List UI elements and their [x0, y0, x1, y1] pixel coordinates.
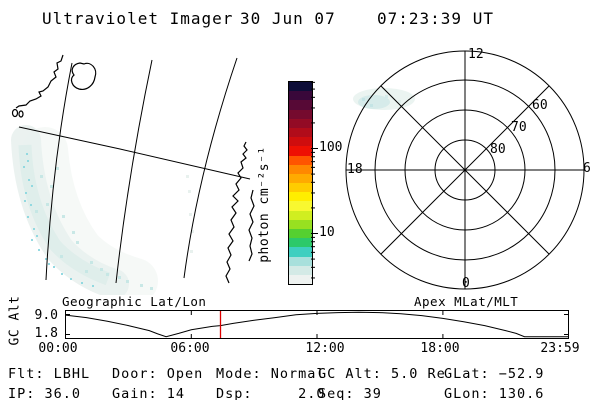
status-mode: Mode: Normal [216, 366, 326, 382]
status-flt: Flt: LBHL [8, 366, 91, 382]
xtick-0600: 06:00 [170, 341, 210, 356]
geo-map-caption: Geographic Lat/Lon [62, 294, 207, 309]
latlon-grid-lines [18, 57, 251, 284]
page-title: Ultraviolet Imager [42, 9, 234, 28]
xtick-0000: 00:00 [38, 341, 78, 356]
mlat-ring-label-80: 80 [490, 142, 506, 157]
status-gc-alt: GC Alt: 5.0 Re [318, 366, 446, 382]
status-gain: Gain: 14 [112, 386, 186, 400]
ytick-9: 9.0 [34, 308, 58, 323]
xtick-2359: 23:59 [540, 341, 580, 356]
status-seq: Seq: 39 [318, 386, 382, 400]
mlt-label-6: 6 [583, 161, 591, 176]
polar-uv-emission-patch [353, 88, 415, 110]
uv-emission-arc [11, 125, 194, 295]
date-label: 30 Jun 07 [240, 9, 336, 28]
apex-polar-panel: 12 18 6 0 80 70 60 [345, 47, 591, 291]
mlat-ring-label-70: 70 [511, 120, 527, 135]
mlat-ring-label-60: 60 [532, 98, 548, 113]
coastline-east-short [248, 189, 255, 262]
mlt-label-0: 0 [462, 276, 470, 291]
mlt-label-12: 12 [468, 47, 484, 62]
colorbar-tick-marks [311, 81, 318, 279]
colorbar-units-label: photon cm⁻²s⁻¹ [257, 146, 272, 263]
xtick-1200: 12:00 [305, 341, 345, 356]
coastlines [11, 54, 255, 284]
xtick-1800: 18:00 [420, 341, 460, 356]
apex-polar-caption: Apex MLat/MLT [414, 294, 519, 309]
plot-ticks [65, 310, 569, 339]
gc-alt-curve [65, 311, 569, 338]
coastline-tasmania [70, 62, 97, 90]
ytick-1-8: 1.8 [34, 326, 58, 341]
status-door: Door: Open [112, 366, 204, 382]
coastline-australia [15, 54, 64, 109]
status-ip: IP: 36.0 [8, 386, 82, 400]
time-label: 07:23:39 UT [377, 9, 494, 28]
colorbar-tick-label-100: 100 [319, 140, 343, 155]
polar-labels: 12 18 6 0 80 70 60 [347, 47, 591, 291]
geographic-map-panel [11, 54, 255, 295]
gc-alt-axis-label: GC Alt [7, 295, 23, 346]
coastline-east-long [225, 141, 248, 284]
gc-alt-plot [65, 310, 569, 339]
status-glat: GLat: −52.9 [444, 366, 545, 382]
colorbar [288, 81, 313, 285]
status-glon: GLon: 130.6 [444, 386, 545, 400]
status-dsp: Dsp: 2.0 [216, 386, 326, 400]
polar-grid [345, 50, 585, 290]
coastline-small-island-2 [18, 110, 24, 118]
colorbar-tick-label-10: 10 [319, 225, 335, 240]
coastline-small-island [11, 108, 19, 118]
mlt-label-18: 18 [347, 162, 363, 177]
